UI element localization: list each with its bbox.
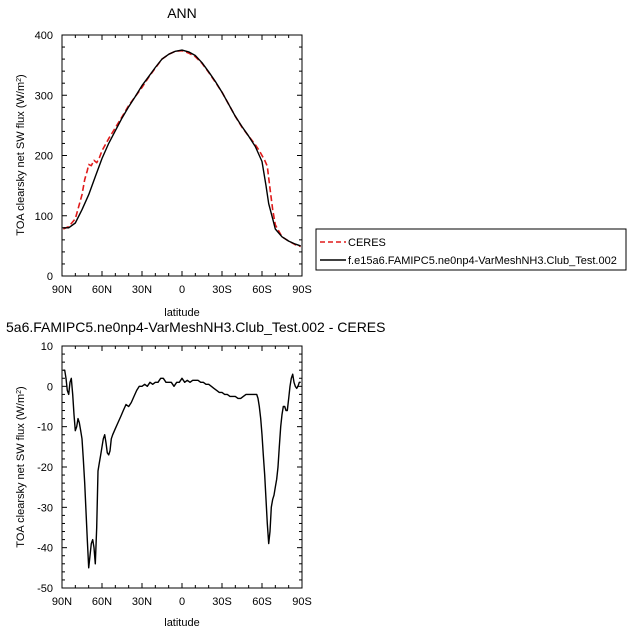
x-tick-label: 60S — [252, 596, 272, 608]
legend-label-ceres: CERES — [348, 237, 386, 249]
y-tick-label: 300 — [35, 90, 53, 102]
top-chart: ANN 90N 60N 30N 0 30S 60S 90S 0 100 200 300 400 la… — [15, 5, 627, 319]
series-line-2 — [63, 49, 301, 247]
plot-frame — [61, 34, 303, 277]
x-tick-label: 30N — [132, 284, 152, 296]
y-tick-label: -30 — [37, 502, 53, 514]
y-tick-label: 0 — [47, 381, 53, 393]
x-axis-label: latitude — [164, 307, 199, 319]
x-tick-label: 30N — [132, 596, 152, 608]
plot-area — [62, 49, 301, 248]
series-line-1 — [62, 49, 301, 248]
y-tick-label: 100 — [35, 211, 53, 223]
x-tick-label: 0 — [179, 284, 185, 296]
y-axis-label: TOA clearsky net SW flux (W/m2) — [15, 386, 27, 547]
y-axis: 0 100 200 300 400 — [35, 30, 302, 283]
x-axis-label: latitude — [164, 617, 199, 629]
y-axis: -50 -40 -30 -20 -10 0 10 — [37, 341, 302, 595]
x-axis: 90N 60N 30N 0 30S 60S 90S — [52, 346, 312, 608]
y-tick-label: -40 — [37, 543, 53, 555]
x-tick-label: 60N — [92, 596, 112, 608]
x-tick-label: 60S — [252, 284, 272, 296]
x-tick-label: 90S — [292, 596, 312, 608]
y-tick-label: -20 — [37, 462, 53, 474]
y-tick-label: 400 — [35, 30, 53, 42]
y-tick-label: 10 — [41, 341, 53, 353]
bottom-chart: 5a6.FAMIPC5.ne0np4-VarMeshNH3.Club_Test.… — [6, 319, 385, 629]
legend-label-model: f.e15a6.FAMIPC5.ne0np4-VarMeshNH3.Club_T… — [348, 255, 617, 267]
x-tick-label: 90N — [52, 596, 72, 608]
x-tick-label: 30S — [212, 284, 232, 296]
y-tick-label: -10 — [37, 422, 53, 434]
x-tick-label: 0 — [179, 596, 185, 608]
chart-title: ANN — [167, 5, 197, 21]
plot-area — [63, 369, 301, 569]
y-tick-label: -50 — [37, 583, 53, 595]
y-axis-label: TOA clearsky net SW flux (W/m2) — [15, 74, 27, 235]
legend: CERES f.e15a6.FAMIPC5.ne0np4-VarMeshNH3.… — [315, 228, 627, 271]
y-tick-label: 200 — [35, 151, 53, 163]
y-tick-label: 0 — [47, 271, 53, 283]
x-tick-label: 90N — [52, 284, 72, 296]
x-axis: 90N 60N 30N 0 30S 60S 90S — [52, 35, 312, 296]
series-line-1 — [63, 369, 301, 569]
x-tick-label: 30S — [212, 596, 232, 608]
x-tick-label: 60N — [92, 284, 112, 296]
legend-box — [315, 228, 627, 271]
x-tick-label: 90S — [292, 284, 312, 296]
chart-title: 5a6.FAMIPC5.ne0np4-VarMeshNH3.Club_Test.… — [6, 319, 385, 335]
